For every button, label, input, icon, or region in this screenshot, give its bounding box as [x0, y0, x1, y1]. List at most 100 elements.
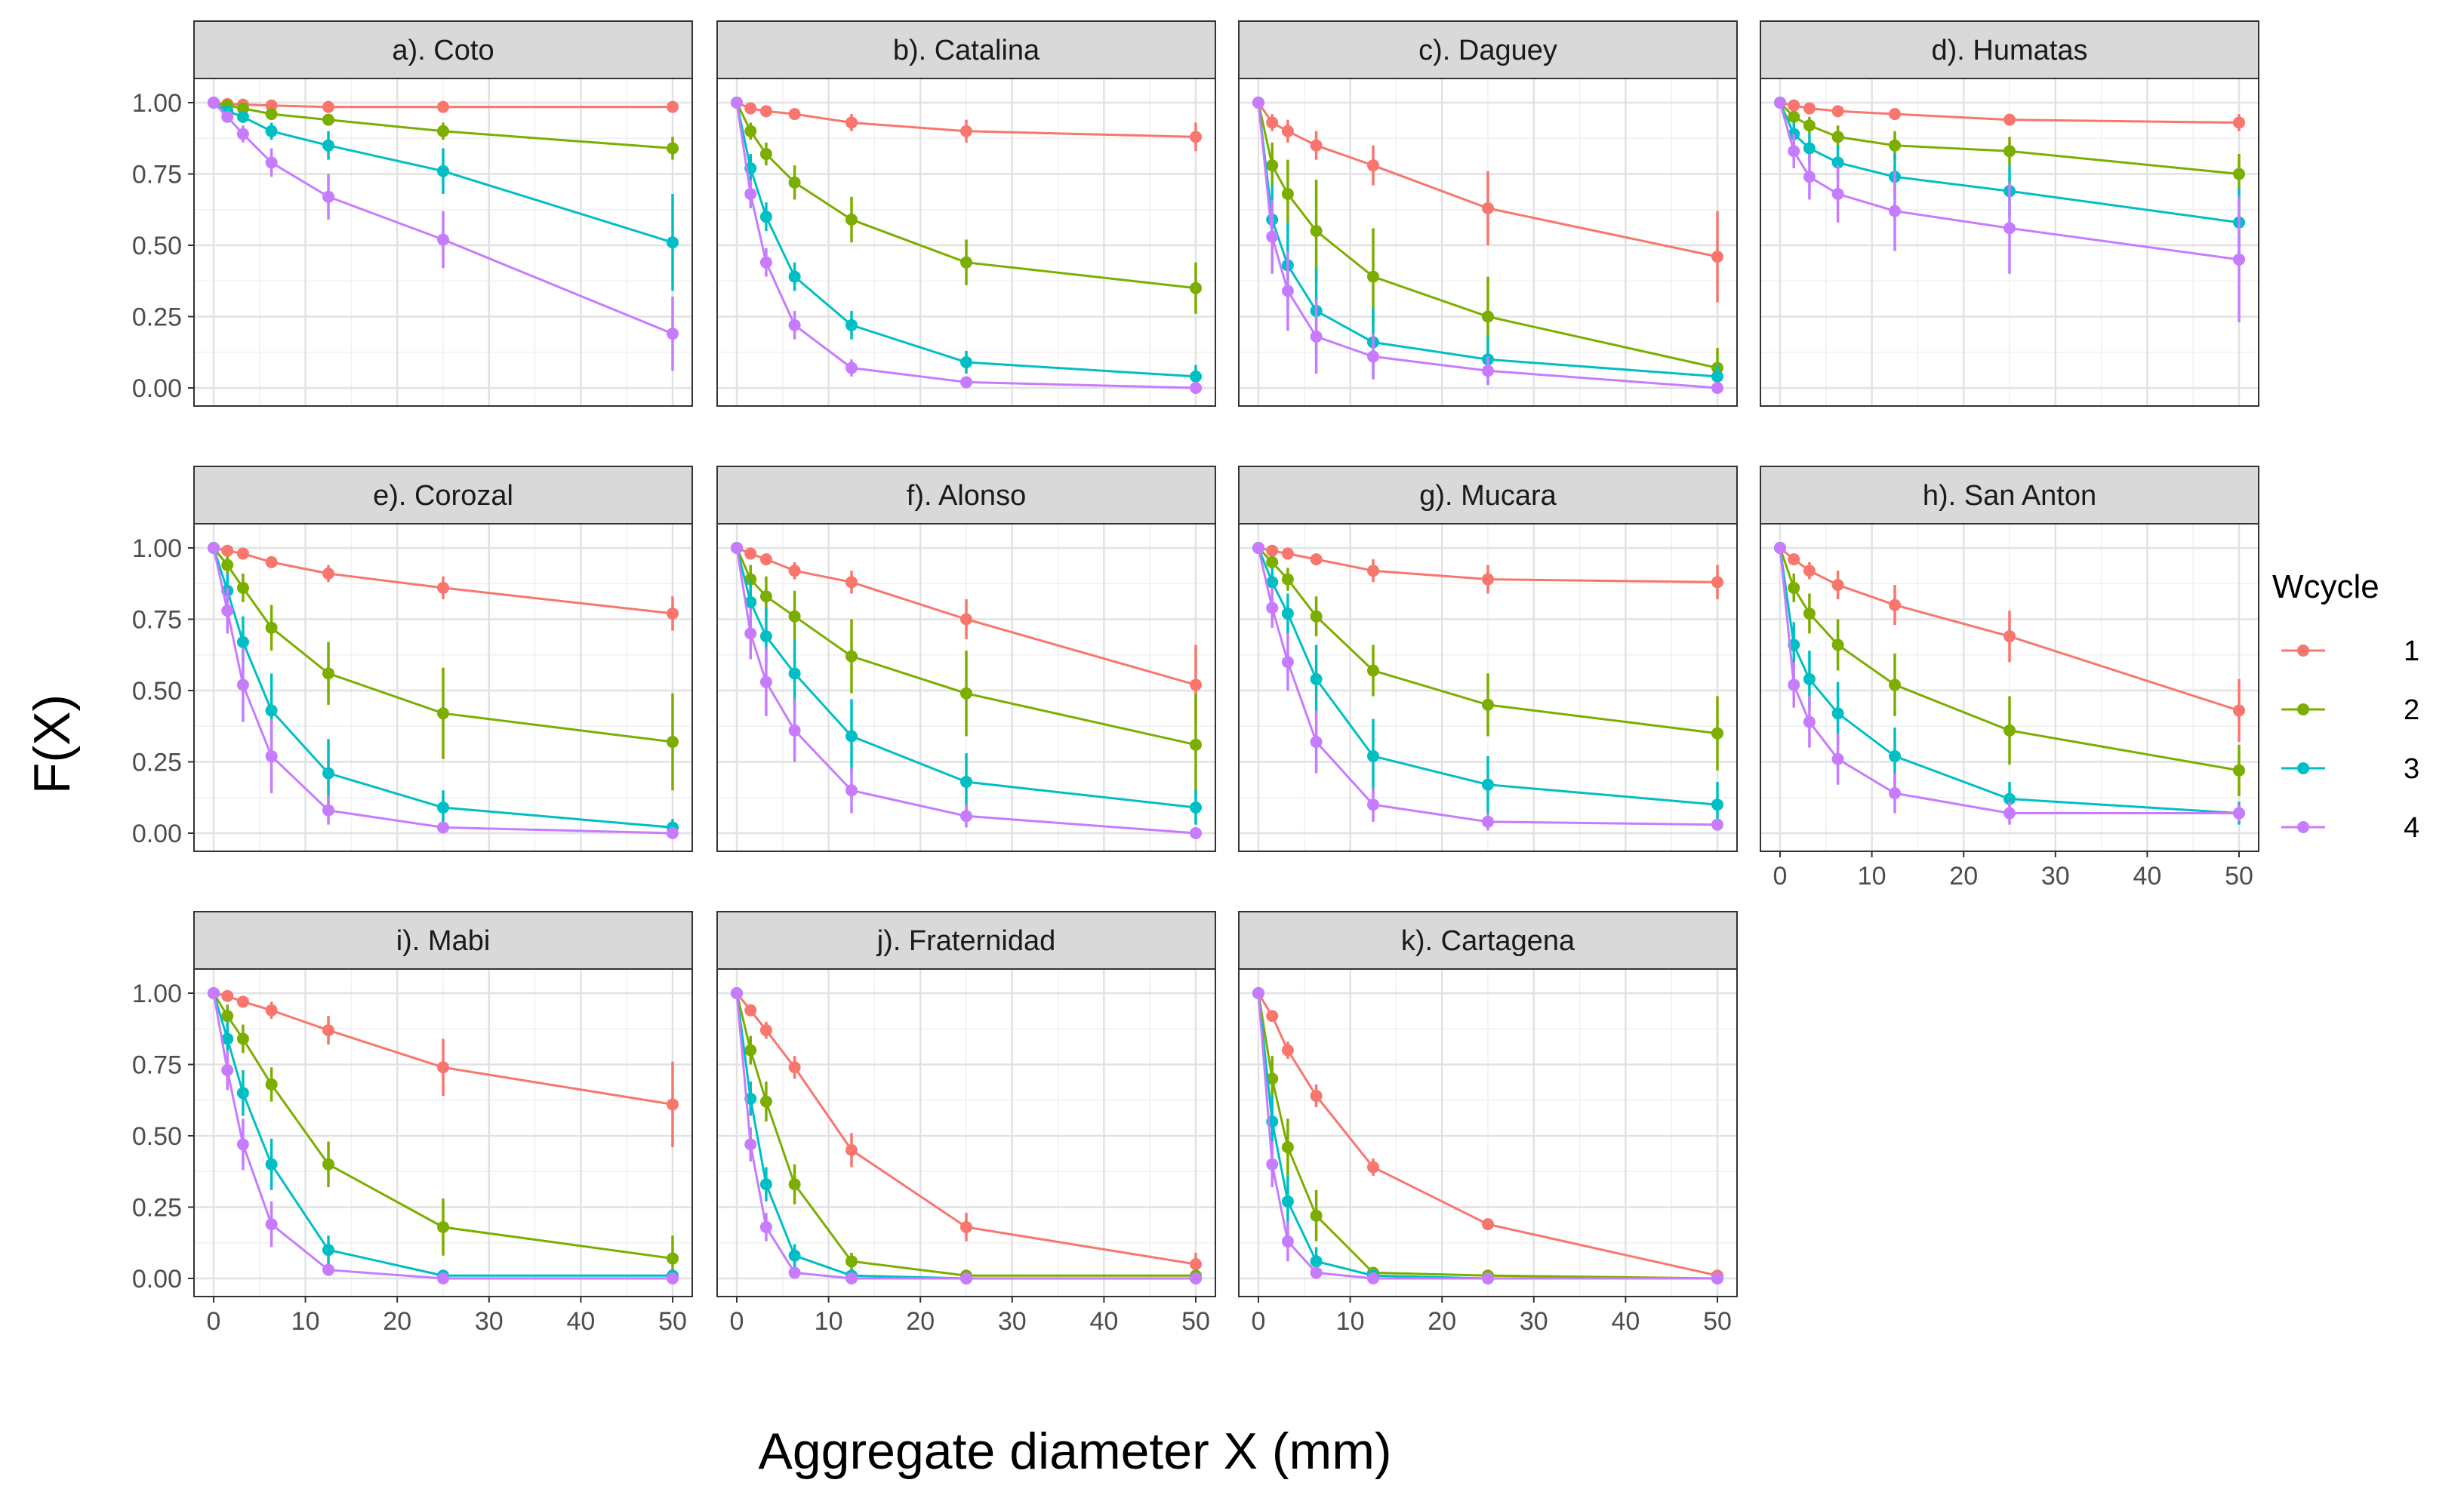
data-point — [1281, 656, 1294, 669]
x-tick-label: 40 — [1089, 1307, 1118, 1336]
data-point — [1831, 579, 1844, 592]
data-point — [1482, 573, 1494, 586]
data-point — [1788, 581, 1800, 594]
legend-title: Wcycle — [2272, 568, 2379, 605]
data-point — [960, 1272, 972, 1284]
data-point — [788, 667, 801, 680]
data-point — [1788, 678, 1800, 691]
data-point — [1310, 139, 1323, 152]
x-tick-label: 20 — [1949, 862, 1978, 891]
data-point — [1482, 1218, 1494, 1231]
data-point — [322, 1244, 334, 1257]
data-point — [960, 687, 972, 700]
data-point — [437, 125, 449, 137]
panel-strip — [1760, 20, 2259, 79]
data-point — [744, 595, 757, 608]
series-4 — [1252, 987, 1723, 1284]
data-point — [221, 558, 234, 571]
legend: Wcycle 1 2 3 4 — [2272, 568, 2419, 844]
legend-label: 4 — [2404, 812, 2419, 844]
data-point — [1831, 105, 1844, 118]
panel-strip — [716, 20, 1216, 79]
data-point — [1482, 310, 1494, 323]
data-point — [236, 995, 249, 1008]
series-1 — [1774, 97, 2245, 131]
panel-border — [1238, 523, 1738, 852]
data-point — [1310, 1090, 1323, 1103]
legend-key — [2281, 821, 2325, 833]
panel-strip — [1238, 20, 1738, 79]
x-tick-label: 0 — [1252, 1307, 1266, 1336]
data-point — [1281, 573, 1294, 586]
series-4 — [1774, 97, 2245, 323]
data-point — [1482, 815, 1494, 828]
gridlines — [717, 969, 1215, 1297]
data-point — [759, 1220, 772, 1233]
data-point — [322, 568, 334, 580]
data-point — [1831, 187, 1844, 200]
data-point — [845, 213, 858, 226]
data-point — [845, 1143, 858, 1156]
data-point — [1831, 131, 1844, 143]
data-point — [1803, 119, 1816, 132]
series-4 — [1252, 542, 1723, 831]
y-axis-title: F(X) — [23, 694, 81, 794]
data-point — [1889, 108, 1901, 121]
data-point — [759, 553, 772, 566]
panel-strip — [193, 20, 693, 79]
data-point — [1310, 610, 1323, 623]
data-point — [1711, 1272, 1723, 1284]
y-tick-label: 0.50 — [132, 232, 182, 260]
data-point — [1281, 547, 1294, 560]
data-point — [437, 165, 449, 177]
panel-border — [1238, 968, 1738, 1297]
data-point — [667, 1252, 679, 1265]
data-point — [1482, 698, 1494, 711]
data-point — [236, 110, 249, 123]
data-point — [265, 1218, 278, 1231]
data-point — [221, 110, 234, 123]
data-point — [208, 542, 220, 554]
panel-border — [1760, 523, 2259, 852]
data-point — [759, 675, 772, 688]
data-point — [437, 233, 449, 246]
panel-3: c). Daguey — [1238, 20, 1738, 407]
x-tick-label: 0 — [207, 1307, 221, 1336]
legend-key-point — [2297, 762, 2309, 774]
x-tick-label: 50 — [658, 1307, 687, 1336]
data-point — [845, 576, 858, 589]
series-4 — [731, 987, 1202, 1284]
panel-10: j). Fraternidad 0 10 20 30 40 50 — [716, 911, 1216, 1336]
data-point — [845, 730, 858, 743]
data-point — [2004, 630, 2016, 643]
data-point — [759, 590, 772, 603]
panel-8: h). San Anton 0 10 20 30 40 50 — [1760, 466, 2259, 891]
data-point — [744, 102, 757, 115]
panel-strip — [1238, 466, 1738, 525]
data-point — [1803, 565, 1816, 577]
series-1 — [1252, 987, 1723, 1282]
data-point — [1266, 1158, 1279, 1171]
panel-title: i). Mabi — [396, 925, 491, 957]
data-point — [788, 1266, 801, 1279]
data-point — [1281, 1141, 1294, 1154]
series-4 — [208, 542, 679, 839]
data-point — [1190, 738, 1202, 751]
data-point — [1266, 1010, 1279, 1023]
data-point — [265, 621, 278, 634]
data-point — [437, 821, 449, 834]
data-point — [1774, 542, 1786, 554]
y-tick-label: 0.00 — [132, 820, 182, 848]
data-point — [322, 113, 334, 126]
data-point — [1266, 230, 1279, 243]
data-point — [960, 125, 972, 137]
legend-key-point — [2297, 821, 2309, 833]
data-point — [845, 361, 858, 374]
panel-4: d). Humatas — [1760, 20, 2259, 407]
data-point — [1482, 365, 1494, 377]
data-point — [788, 176, 801, 189]
data-point — [322, 767, 334, 780]
data-point — [667, 236, 679, 249]
data-point — [2004, 724, 2016, 737]
panel-border — [716, 78, 1216, 407]
